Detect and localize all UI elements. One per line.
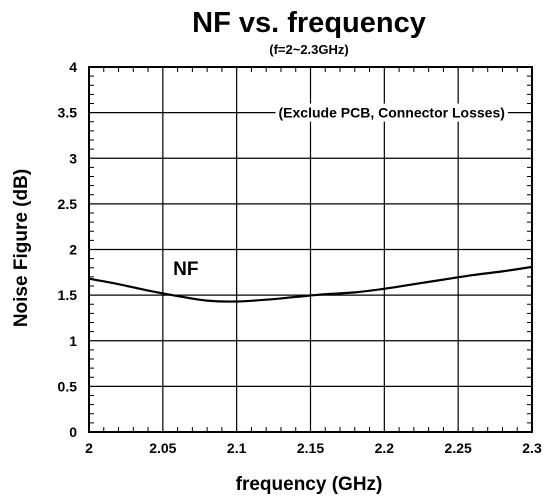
series-group xyxy=(88,265,533,303)
y-tick-label: 4 xyxy=(69,59,77,75)
x-tick-label: 2.1 xyxy=(227,440,247,456)
y-tick-label: 3.5 xyxy=(58,105,78,121)
y-tick-label: 0.5 xyxy=(58,378,78,394)
series-label-nf: NF xyxy=(173,259,198,280)
y-tick-label: 1 xyxy=(69,333,77,349)
x-axis-label: frequency (GHz) xyxy=(236,474,383,495)
plot-frame xyxy=(88,66,533,433)
x-tick-label: 2.15 xyxy=(297,440,324,456)
x-tick-label: 2 xyxy=(85,440,93,456)
x-tick-label: 2.25 xyxy=(445,440,472,456)
y-tick-label: 2 xyxy=(69,242,77,258)
x-tick-labels: 2 2.05 2.1 2.15 2.2 2.25 2.3 xyxy=(85,440,542,456)
y-tick-labels: 0 0.5 1 1.5 2 2.5 3 3.5 4 xyxy=(58,59,78,440)
annotation-exclude-losses: (Exclude PCB, Connector Losses) xyxy=(279,105,505,121)
x-tick-label: 2.2 xyxy=(375,440,395,456)
chart-title: NF vs. frequency xyxy=(192,7,426,39)
series-line-nf xyxy=(88,265,533,303)
x-tick-label: 2.3 xyxy=(522,440,542,456)
grid-lines xyxy=(88,66,533,433)
y-tick-label: 3 xyxy=(69,150,77,166)
x-tick-label: 2.05 xyxy=(149,440,176,456)
y-tick-label: 2.5 xyxy=(58,196,78,212)
y-tick-label: 1.5 xyxy=(58,287,78,303)
y-tick-label: 0 xyxy=(69,424,77,440)
chart-subtitle: (f=2~2.3GHz) xyxy=(269,42,348,57)
annotation-background xyxy=(275,103,508,122)
y-axis-label: Noise Figure (dB) xyxy=(11,169,32,327)
